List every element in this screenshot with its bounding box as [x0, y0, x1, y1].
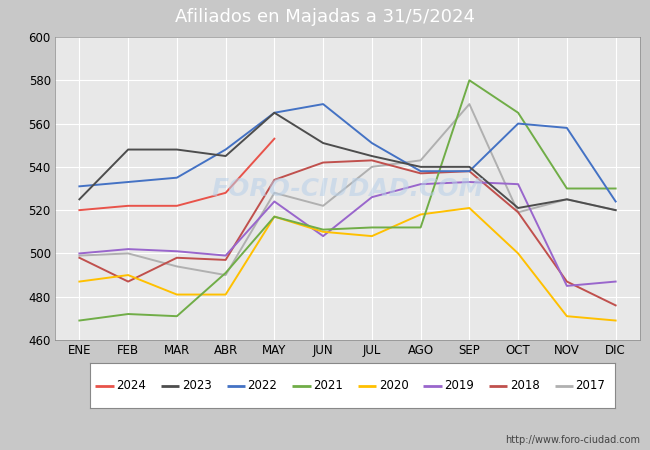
Text: 2022: 2022	[248, 379, 278, 392]
Text: 2021: 2021	[313, 379, 343, 392]
Text: 2017: 2017	[576, 379, 606, 392]
Text: 2024: 2024	[116, 379, 146, 392]
Text: Afiliados en Majadas a 31/5/2024: Afiliados en Majadas a 31/5/2024	[175, 9, 475, 27]
Text: 2020: 2020	[379, 379, 408, 392]
Text: FORO-CIUDAD.COM: FORO-CIUDAD.COM	[211, 176, 484, 201]
Text: http://www.foro-ciudad.com: http://www.foro-ciudad.com	[504, 435, 640, 445]
Text: 2019: 2019	[445, 379, 474, 392]
Text: 2023: 2023	[182, 379, 212, 392]
Text: 2018: 2018	[510, 379, 540, 392]
